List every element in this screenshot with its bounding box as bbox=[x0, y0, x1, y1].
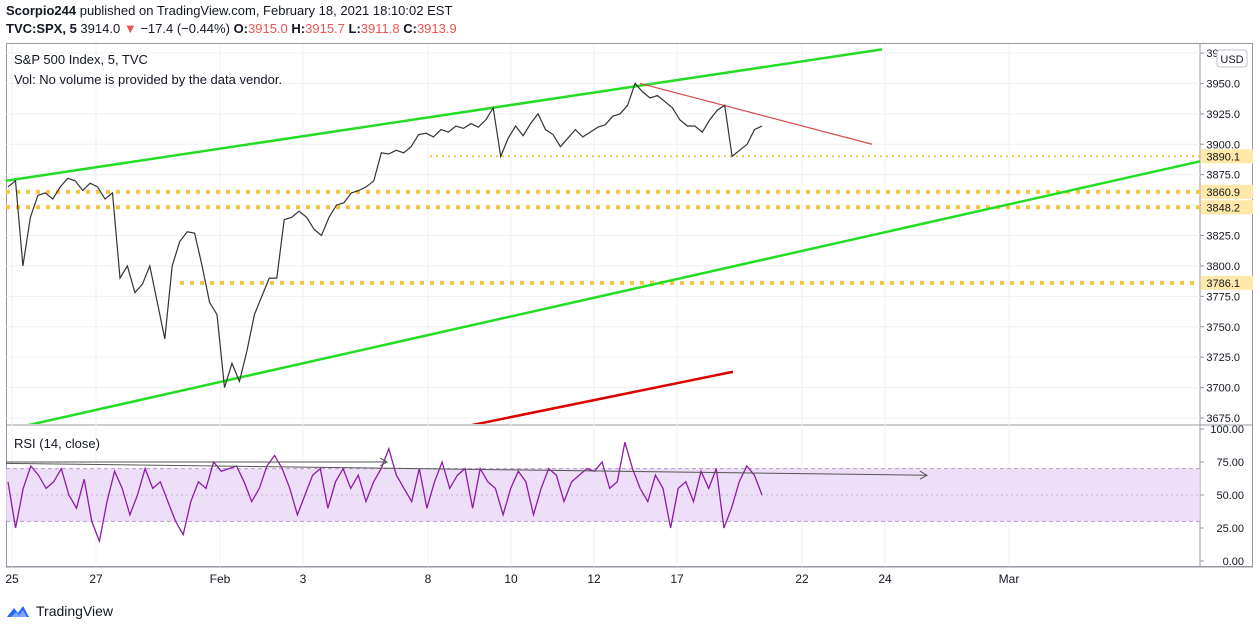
axes: 3675.03700.03725.03750.03775.03800.03825… bbox=[5, 48, 1253, 586]
red-trend-segment[interactable] bbox=[447, 370, 734, 430]
rsi-title: RSI (14, close) bbox=[14, 436, 100, 451]
rsi-tick-label: 25.00 bbox=[1216, 523, 1244, 535]
time-tick-label: 22 bbox=[795, 572, 809, 586]
close-label: C: bbox=[403, 21, 417, 36]
price-tick-label: 3925.0 bbox=[1206, 109, 1240, 121]
price-tick-label: 3900.0 bbox=[1206, 139, 1240, 151]
level-label: 3890.1 bbox=[1206, 151, 1240, 163]
high-label: H: bbox=[291, 21, 306, 36]
rsi-tick-label: 100.00 bbox=[1210, 424, 1244, 436]
chart-header: Scorpio244 published on TradingView.com,… bbox=[6, 2, 457, 38]
price-line[interactable] bbox=[7, 82, 763, 388]
high-value: 3915.7 bbox=[305, 21, 345, 36]
rsi-arrow-line-right[interactable] bbox=[6, 462, 927, 476]
open-label: O: bbox=[233, 21, 249, 36]
rsi-tick-label: 50.00 bbox=[1216, 490, 1244, 502]
tradingview-logo-icon bbox=[7, 606, 29, 617]
close-value: 3913.9 bbox=[416, 21, 457, 36]
rsi-line[interactable] bbox=[7, 442, 763, 544]
level-label: 3848.2 bbox=[1206, 202, 1240, 214]
price-tick-label: 3825.0 bbox=[1206, 231, 1240, 243]
time-tick-label: 17 bbox=[670, 572, 684, 586]
price-tick-label: 3800.0 bbox=[1206, 261, 1240, 273]
price-pane[interactable] bbox=[6, 48, 1200, 430]
published-text: published on TradingView.com, February 1… bbox=[79, 3, 453, 18]
price-tick-label: 3950.0 bbox=[1206, 78, 1240, 90]
rsi-tick-label: 75.00 bbox=[1216, 457, 1244, 469]
time-tick-label: 12 bbox=[587, 572, 601, 586]
time-tick-label: Mar bbox=[999, 572, 1020, 586]
price-tick-label: 3700.0 bbox=[1206, 383, 1240, 395]
time-tick-label: 8 bbox=[425, 572, 432, 586]
time-tick-label: 24 bbox=[878, 572, 892, 586]
price-tick-label: 3750.0 bbox=[1206, 322, 1240, 334]
rsi-pane[interactable] bbox=[6, 442, 1200, 544]
volume-note: Vol: No volume is provided by the data v… bbox=[14, 72, 282, 87]
last-price: 3914.0 bbox=[80, 21, 121, 36]
time-tick-label: 27 bbox=[89, 572, 103, 586]
currency-label: USD bbox=[1220, 54, 1243, 66]
time-tick-label: 10 bbox=[504, 572, 518, 586]
level-label: 3786.1 bbox=[1206, 278, 1240, 290]
price-change: −17.4 (−0.44%) bbox=[140, 21, 230, 36]
low-value: 3911.8 bbox=[360, 21, 400, 36]
pane-title: S&P 500 Index, 5, TVC bbox=[14, 52, 148, 67]
rsi-arrowhead-left bbox=[379, 457, 389, 467]
rsi-arrowhead-right bbox=[919, 470, 929, 480]
down-arrow-icon: ▼ bbox=[123, 21, 137, 36]
descending-resistance-line[interactable] bbox=[639, 82, 873, 145]
low-label: L: bbox=[348, 21, 361, 36]
time-tick-label: 3 bbox=[300, 572, 307, 586]
rsi-tick-label: 0.00 bbox=[1223, 556, 1244, 568]
price-tick-label: 3775.0 bbox=[1206, 291, 1240, 303]
level-label-box bbox=[1201, 149, 1253, 164]
time-tick-label: 25 bbox=[5, 572, 19, 586]
lower-channel-line[interactable] bbox=[6, 160, 1200, 430]
level-label: 3860.9 bbox=[1206, 187, 1240, 199]
brand-name[interactable]: TradingView bbox=[36, 603, 114, 619]
upper-channel-line[interactable] bbox=[6, 48, 883, 182]
currency-button[interactable] bbox=[1216, 49, 1248, 68]
level-label-box bbox=[1201, 275, 1253, 290]
price-tick-label: 3675.0 bbox=[1206, 413, 1240, 425]
open-value: 3915.0 bbox=[248, 21, 288, 36]
footer: TradingView bbox=[6, 603, 113, 619]
level-label-box bbox=[1201, 200, 1253, 215]
symbol-label[interactable]: TVC:SPX, 5 bbox=[6, 21, 77, 36]
ohlc-legend: TVC:SPX, 5 3914.0 ▼ −17.4 (−0.44%) O:391… bbox=[6, 20, 457, 38]
time-tick-label: Feb bbox=[210, 572, 231, 586]
price-tick-label: 3875.0 bbox=[1206, 170, 1240, 182]
publisher-name[interactable]: Scorpio244 bbox=[6, 3, 77, 18]
publish-info: Scorpio244 published on TradingView.com,… bbox=[6, 2, 457, 20]
level-label-box bbox=[1201, 184, 1253, 199]
price-tick-label: 3725.0 bbox=[1206, 352, 1240, 364]
